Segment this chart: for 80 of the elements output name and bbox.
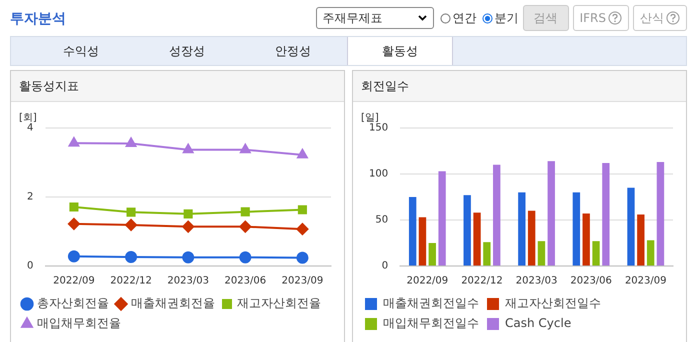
y-tick-label: 0 xyxy=(26,260,34,272)
point xyxy=(184,209,193,218)
legend-label: 총자산회전율 xyxy=(37,296,109,310)
x-tick-label: 2023/09 xyxy=(624,276,666,287)
bar xyxy=(646,240,654,266)
legend-label: 재고자산회전일수 xyxy=(505,296,601,310)
bar xyxy=(538,241,546,266)
point xyxy=(68,250,80,262)
text: 검색 xyxy=(522,5,569,31)
y-tick-label: 50 xyxy=(375,214,388,226)
bar xyxy=(592,241,600,266)
point xyxy=(68,137,80,147)
bar xyxy=(518,192,526,266)
point xyxy=(297,148,308,158)
y-tick-label: 100 xyxy=(368,168,388,180)
legend-label: 매출채권회전일수 xyxy=(383,296,479,310)
point xyxy=(239,220,252,233)
point xyxy=(296,223,308,236)
x-tick-label: 2023/03 xyxy=(167,276,209,287)
legend-label: 매출채권회전율 xyxy=(131,296,215,310)
point xyxy=(126,208,136,217)
y-tick-label: 2 xyxy=(26,192,34,203)
y-tick-label: 4 xyxy=(26,122,34,134)
legend-label: Cash Cycle xyxy=(505,316,572,330)
point xyxy=(296,252,308,264)
bar xyxy=(418,217,426,266)
x-tick-label: 2023/06 xyxy=(570,276,612,287)
bar xyxy=(428,243,436,266)
x-tick-label: 2022/12 xyxy=(110,276,152,287)
text: 수익성 xyxy=(62,43,100,60)
bar xyxy=(627,188,635,266)
bar xyxy=(493,164,500,266)
text: 분기 xyxy=(494,10,519,26)
bar xyxy=(528,210,536,266)
point xyxy=(239,251,252,264)
text: 연간 xyxy=(452,10,477,26)
point xyxy=(182,144,194,154)
y-tick-label: 0 xyxy=(382,260,388,272)
text: IFRS xyxy=(572,5,629,31)
x-tick-label: 2023/06 xyxy=(224,276,266,287)
text: 안정성 xyxy=(274,43,312,60)
bar xyxy=(637,214,644,266)
chart-title: 활동성지표 xyxy=(11,71,344,102)
text: 투자분석 xyxy=(10,10,66,28)
point xyxy=(68,218,80,230)
bar xyxy=(582,214,590,266)
legend-label: 매입채무회전율 xyxy=(37,316,121,330)
bar xyxy=(572,192,580,266)
x-tick-label: 2022/12 xyxy=(461,276,503,287)
point xyxy=(126,138,136,148)
point xyxy=(298,205,307,214)
bar xyxy=(464,195,471,266)
point xyxy=(182,220,194,233)
point xyxy=(182,251,194,264)
bar xyxy=(483,242,491,266)
bar xyxy=(473,212,481,266)
bar xyxy=(602,162,610,266)
legend-label: 재고자산회전율 xyxy=(237,296,321,310)
chart-title: 회전일수 xyxy=(353,71,686,102)
point xyxy=(240,207,250,216)
x-tick-label: 2022/09 xyxy=(406,276,448,287)
y-axis-title: [회] xyxy=(19,112,37,124)
x-tick-label: 2023/03 xyxy=(516,276,558,287)
bar xyxy=(408,197,416,266)
point xyxy=(125,218,138,231)
text: 성장성 xyxy=(168,43,206,60)
text: 주재무제표 xyxy=(322,10,383,26)
y-axis-title: [일] xyxy=(361,112,379,124)
bar xyxy=(438,171,446,266)
point xyxy=(69,202,78,212)
bar xyxy=(656,162,664,266)
x-tick-label: 2023/09 xyxy=(282,276,324,287)
text: 산식 xyxy=(633,5,687,31)
x-tick-label: 2022/09 xyxy=(53,276,95,287)
legend-label: 매입채무회전일수 xyxy=(383,316,479,330)
text: 활동성 xyxy=(347,37,453,65)
point xyxy=(240,144,251,154)
bar xyxy=(548,161,555,266)
point xyxy=(125,251,138,264)
y-tick-label: 150 xyxy=(368,122,388,134)
